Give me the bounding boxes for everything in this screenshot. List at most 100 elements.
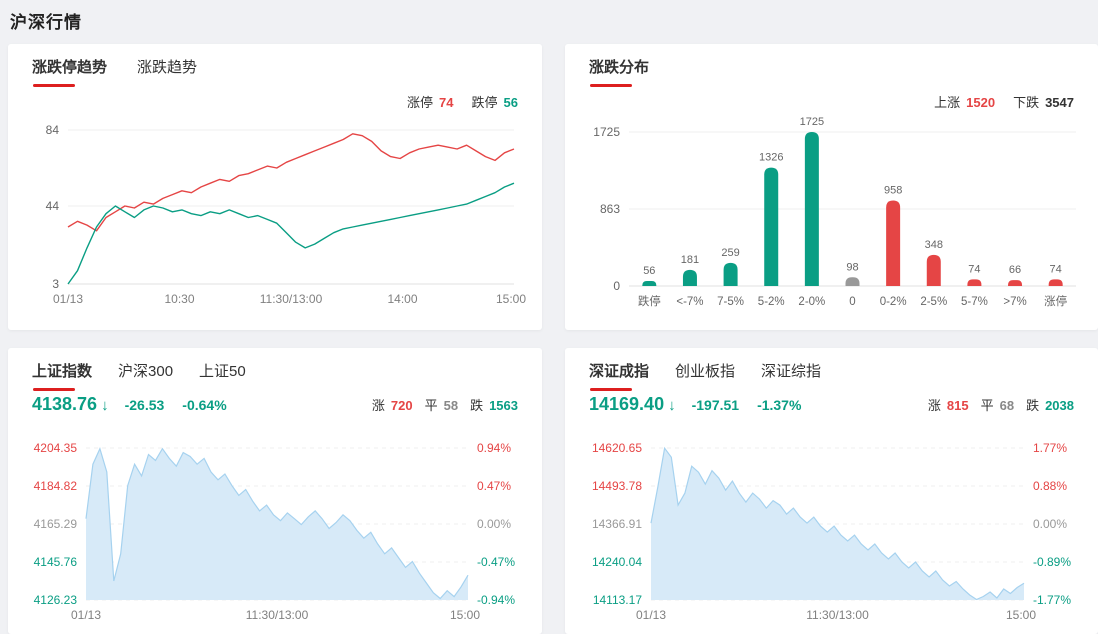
flat-count: 平 58 bbox=[425, 395, 458, 414]
sse-tab-bar: 上证指数 沪深300 上证50 bbox=[8, 348, 542, 391]
up-count: 涨 815 bbox=[928, 395, 969, 414]
svg-text:958: 958 bbox=[884, 184, 902, 196]
down-count-label: 跌 bbox=[1026, 398, 1040, 413]
sse-intraday-area-chart[interactable]: 4204.35 0.94% 4184.82 0.47% 4165.29 0.00% 4145… bbox=[24, 432, 526, 630]
panel-limit-trend: 涨跌停趋势 涨跌趋势 涨停 74 跌停 56 84 44 3 01/13 10:30 11… bbox=[8, 44, 542, 330]
svg-text:14620.65: 14620.65 bbox=[592, 441, 642, 455]
tab-up-down-trend[interactable]: 涨跌趋势 bbox=[137, 56, 197, 87]
index-change: -26.53 bbox=[124, 397, 165, 413]
svg-text:01/13: 01/13 bbox=[636, 608, 666, 622]
advancers-value: 1520 bbox=[966, 95, 996, 110]
szse-breadth-stats: 涨 815 平 68 跌 2038 bbox=[928, 395, 1074, 414]
index-change-pct: -0.64% bbox=[182, 397, 227, 413]
advancers-stat: 上涨 1520 bbox=[934, 92, 995, 111]
tab-label: 深证综指 bbox=[761, 363, 822, 380]
svg-text:1725: 1725 bbox=[800, 116, 824, 128]
svg-text:跌停: 跌停 bbox=[638, 294, 661, 308]
szse-intraday-area-chart[interactable]: 14620.65 1.77% 14493.78 0.88% 14366.91 0.00% 1… bbox=[581, 432, 1082, 630]
svg-text:2-5%: 2-5% bbox=[920, 296, 947, 308]
svg-text:-0.47%: -0.47% bbox=[477, 555, 515, 569]
svg-text:-0.89%: -0.89% bbox=[1033, 555, 1071, 569]
svg-text:0.47%: 0.47% bbox=[477, 479, 511, 493]
svg-text:1725: 1725 bbox=[593, 125, 620, 139]
svg-text:5-7%: 5-7% bbox=[961, 296, 988, 308]
limit-up-stat: 涨停 74 bbox=[407, 92, 453, 111]
svg-text:15:00: 15:00 bbox=[496, 292, 526, 306]
svg-text:84: 84 bbox=[46, 123, 60, 137]
tab-label: 上证50 bbox=[199, 363, 246, 380]
svg-text:0.94%: 0.94% bbox=[477, 441, 511, 455]
tab-sse-composite[interactable]: 上证指数 bbox=[32, 360, 92, 391]
svg-text:4126.23: 4126.23 bbox=[34, 593, 78, 607]
flat-count: 平 68 bbox=[981, 395, 1014, 414]
tab-szse-composite[interactable]: 深证综指 bbox=[761, 360, 821, 391]
svg-text:0.00%: 0.00% bbox=[477, 517, 511, 531]
svg-text:11:30/13:00: 11:30/13:00 bbox=[246, 608, 309, 622]
down-count: 跌 1563 bbox=[470, 395, 518, 414]
tab-label: 涨跌趋势 bbox=[137, 59, 198, 76]
distribution-bar-chart[interactable]: 1725 863 0 56 跌停 181 <-7% 259 7-5% 1326 5-2% 1725 2-… bbox=[581, 114, 1082, 312]
svg-text:4184.82: 4184.82 bbox=[34, 479, 78, 493]
tab-label: 创业板指 bbox=[675, 363, 736, 380]
svg-text:11:30/13:00: 11:30/13:00 bbox=[806, 608, 869, 622]
up-count-value: 815 bbox=[946, 398, 969, 413]
active-tab-underline bbox=[590, 84, 632, 87]
limit-trend-tab-bar: 涨跌停趋势 涨跌趋势 bbox=[8, 44, 542, 87]
page-title: 沪深行情 bbox=[10, 13, 82, 32]
svg-text:14113.17: 14113.17 bbox=[593, 593, 642, 607]
svg-text:4165.29: 4165.29 bbox=[34, 517, 78, 531]
tab-csi300[interactable]: 沪深300 bbox=[118, 360, 173, 391]
tab-sse50[interactable]: 上证50 bbox=[199, 360, 246, 391]
svg-text:14:00: 14:00 bbox=[387, 292, 417, 306]
svg-text:4204.35: 4204.35 bbox=[34, 441, 78, 455]
up-count-label: 涨 bbox=[371, 398, 385, 413]
up-count-label: 涨 bbox=[927, 398, 941, 413]
limit-trend-line-chart[interactable]: 84 44 301/13 10:30 11:30/13:00 14:00 15:00 bbox=[24, 120, 526, 310]
svg-text:01/13: 01/13 bbox=[71, 608, 101, 622]
index-value: 4138.76 bbox=[32, 394, 98, 414]
svg-text:56: 56 bbox=[643, 265, 655, 277]
decliners-stat: 下跌 3547 bbox=[1013, 92, 1074, 111]
advancers-label: 上涨 bbox=[934, 95, 961, 110]
tab-distribution[interactable]: 涨跌分布 bbox=[589, 56, 649, 87]
svg-text:44: 44 bbox=[46, 199, 60, 213]
svg-text:348: 348 bbox=[925, 239, 943, 251]
svg-text:14240.04: 14240.04 bbox=[592, 555, 642, 569]
svg-text:863: 863 bbox=[600, 202, 620, 216]
szse-quote-row: 14169.40 ↓ -197.51 -1.37% 涨 815 平 68 跌 2… bbox=[589, 394, 1074, 415]
tab-limit-up-down-trend[interactable]: 涨跌停趋势 bbox=[32, 56, 107, 87]
flat-count-label: 平 bbox=[424, 398, 438, 413]
limit-down-label: 跌停 bbox=[471, 95, 498, 110]
flat-count-value: 68 bbox=[999, 398, 1015, 413]
flat-count-label: 平 bbox=[980, 398, 994, 413]
svg-text:15:00: 15:00 bbox=[1006, 608, 1036, 622]
limit-down-stat: 跌停 56 bbox=[472, 92, 518, 111]
svg-text:11:30/13:00: 11:30/13:00 bbox=[260, 292, 323, 306]
svg-text:0-2%: 0-2% bbox=[880, 296, 907, 308]
svg-text:2-0%: 2-0% bbox=[798, 296, 825, 308]
svg-text:66: 66 bbox=[1009, 264, 1021, 276]
limit-up-value: 74 bbox=[439, 95, 454, 110]
active-tab-underline bbox=[33, 84, 75, 87]
down-count-label: 跌 bbox=[470, 398, 484, 413]
decliners-value: 3547 bbox=[1045, 95, 1074, 110]
index-value: 14169.40 bbox=[589, 394, 665, 414]
svg-text:14493.78: 14493.78 bbox=[592, 479, 642, 493]
svg-text:1326: 1326 bbox=[759, 152, 783, 164]
svg-text:7-5%: 7-5% bbox=[717, 296, 744, 308]
svg-text:0.00%: 0.00% bbox=[1033, 517, 1067, 531]
panel-szse-index: 深证成指 创业板指 深证综指 14169.40 ↓ -197.51 -1.37%… bbox=[565, 348, 1098, 634]
svg-text:-0.94%: -0.94% bbox=[477, 593, 515, 607]
down-arrow-icon: ↓ bbox=[668, 397, 676, 414]
tab-szse-component[interactable]: 深证成指 bbox=[589, 360, 649, 391]
svg-text:<-7%: <-7% bbox=[676, 296, 703, 308]
down-count: 跌 2038 bbox=[1026, 395, 1074, 414]
limit-down-value: 56 bbox=[503, 95, 518, 110]
tab-chinext[interactable]: 创业板指 bbox=[675, 360, 735, 391]
svg-text:0: 0 bbox=[613, 279, 620, 293]
limit-up-label: 涨停 bbox=[407, 95, 434, 110]
up-count-value: 720 bbox=[390, 398, 413, 413]
svg-text:-1.77%: -1.77% bbox=[1033, 593, 1071, 607]
decliners-label: 下跌 bbox=[1013, 95, 1040, 110]
